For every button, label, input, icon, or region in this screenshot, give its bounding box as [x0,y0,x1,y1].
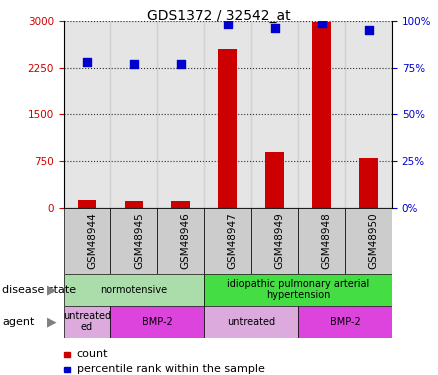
Text: GSM48945: GSM48945 [134,213,144,269]
Text: untreated
ed: untreated ed [63,311,111,332]
Bar [298,21,345,208]
Bar [157,208,204,274]
Text: agent: agent [2,316,35,327]
Bar [171,201,190,208]
Text: idiopathic pulmonary arterial
hypertension: idiopathic pulmonary arterial hypertensi… [227,279,369,300]
Point [84,59,91,65]
Text: untreated: untreated [227,316,276,327]
Text: GSM48948: GSM48948 [321,213,332,269]
Text: ▶: ▶ [47,283,57,296]
Text: GDS1372 / 32542_at: GDS1372 / 32542_at [147,9,291,23]
Point [177,61,184,67]
Text: GSM48949: GSM48949 [275,213,285,269]
Text: GSM48946: GSM48946 [181,213,191,269]
Bar [345,208,392,274]
Bar [204,208,251,274]
Bar [219,49,237,208]
Bar [110,21,157,208]
Text: BMP-2: BMP-2 [330,316,360,327]
Bar [64,274,204,306]
Text: GSM48944: GSM48944 [87,213,97,269]
Bar [204,274,392,306]
Point [224,21,231,27]
Point [131,61,138,67]
Bar [251,208,298,274]
Bar [265,152,284,208]
Text: normotensive: normotensive [100,285,167,295]
Bar [64,306,110,338]
Bar [298,208,345,274]
Bar [204,21,251,208]
Bar [64,21,110,208]
Bar [359,158,378,208]
Text: percentile rank within the sample: percentile rank within the sample [77,364,265,374]
Bar [345,21,392,208]
Bar [64,208,110,274]
Bar [204,306,298,338]
Text: BMP-2: BMP-2 [142,316,173,327]
Text: ▶: ▶ [47,315,57,328]
Bar [110,208,157,274]
Bar [110,306,204,338]
Point [318,20,325,26]
Text: GSM48950: GSM48950 [368,213,378,269]
Bar [251,21,298,208]
Text: count: count [77,350,108,359]
Point [271,25,278,31]
Bar [124,201,143,208]
Text: disease state: disease state [2,285,76,295]
Bar [298,306,392,338]
Point [365,27,372,33]
Bar [78,200,96,208]
Bar [157,21,204,208]
Bar [312,22,331,208]
Text: GSM48947: GSM48947 [228,213,238,269]
